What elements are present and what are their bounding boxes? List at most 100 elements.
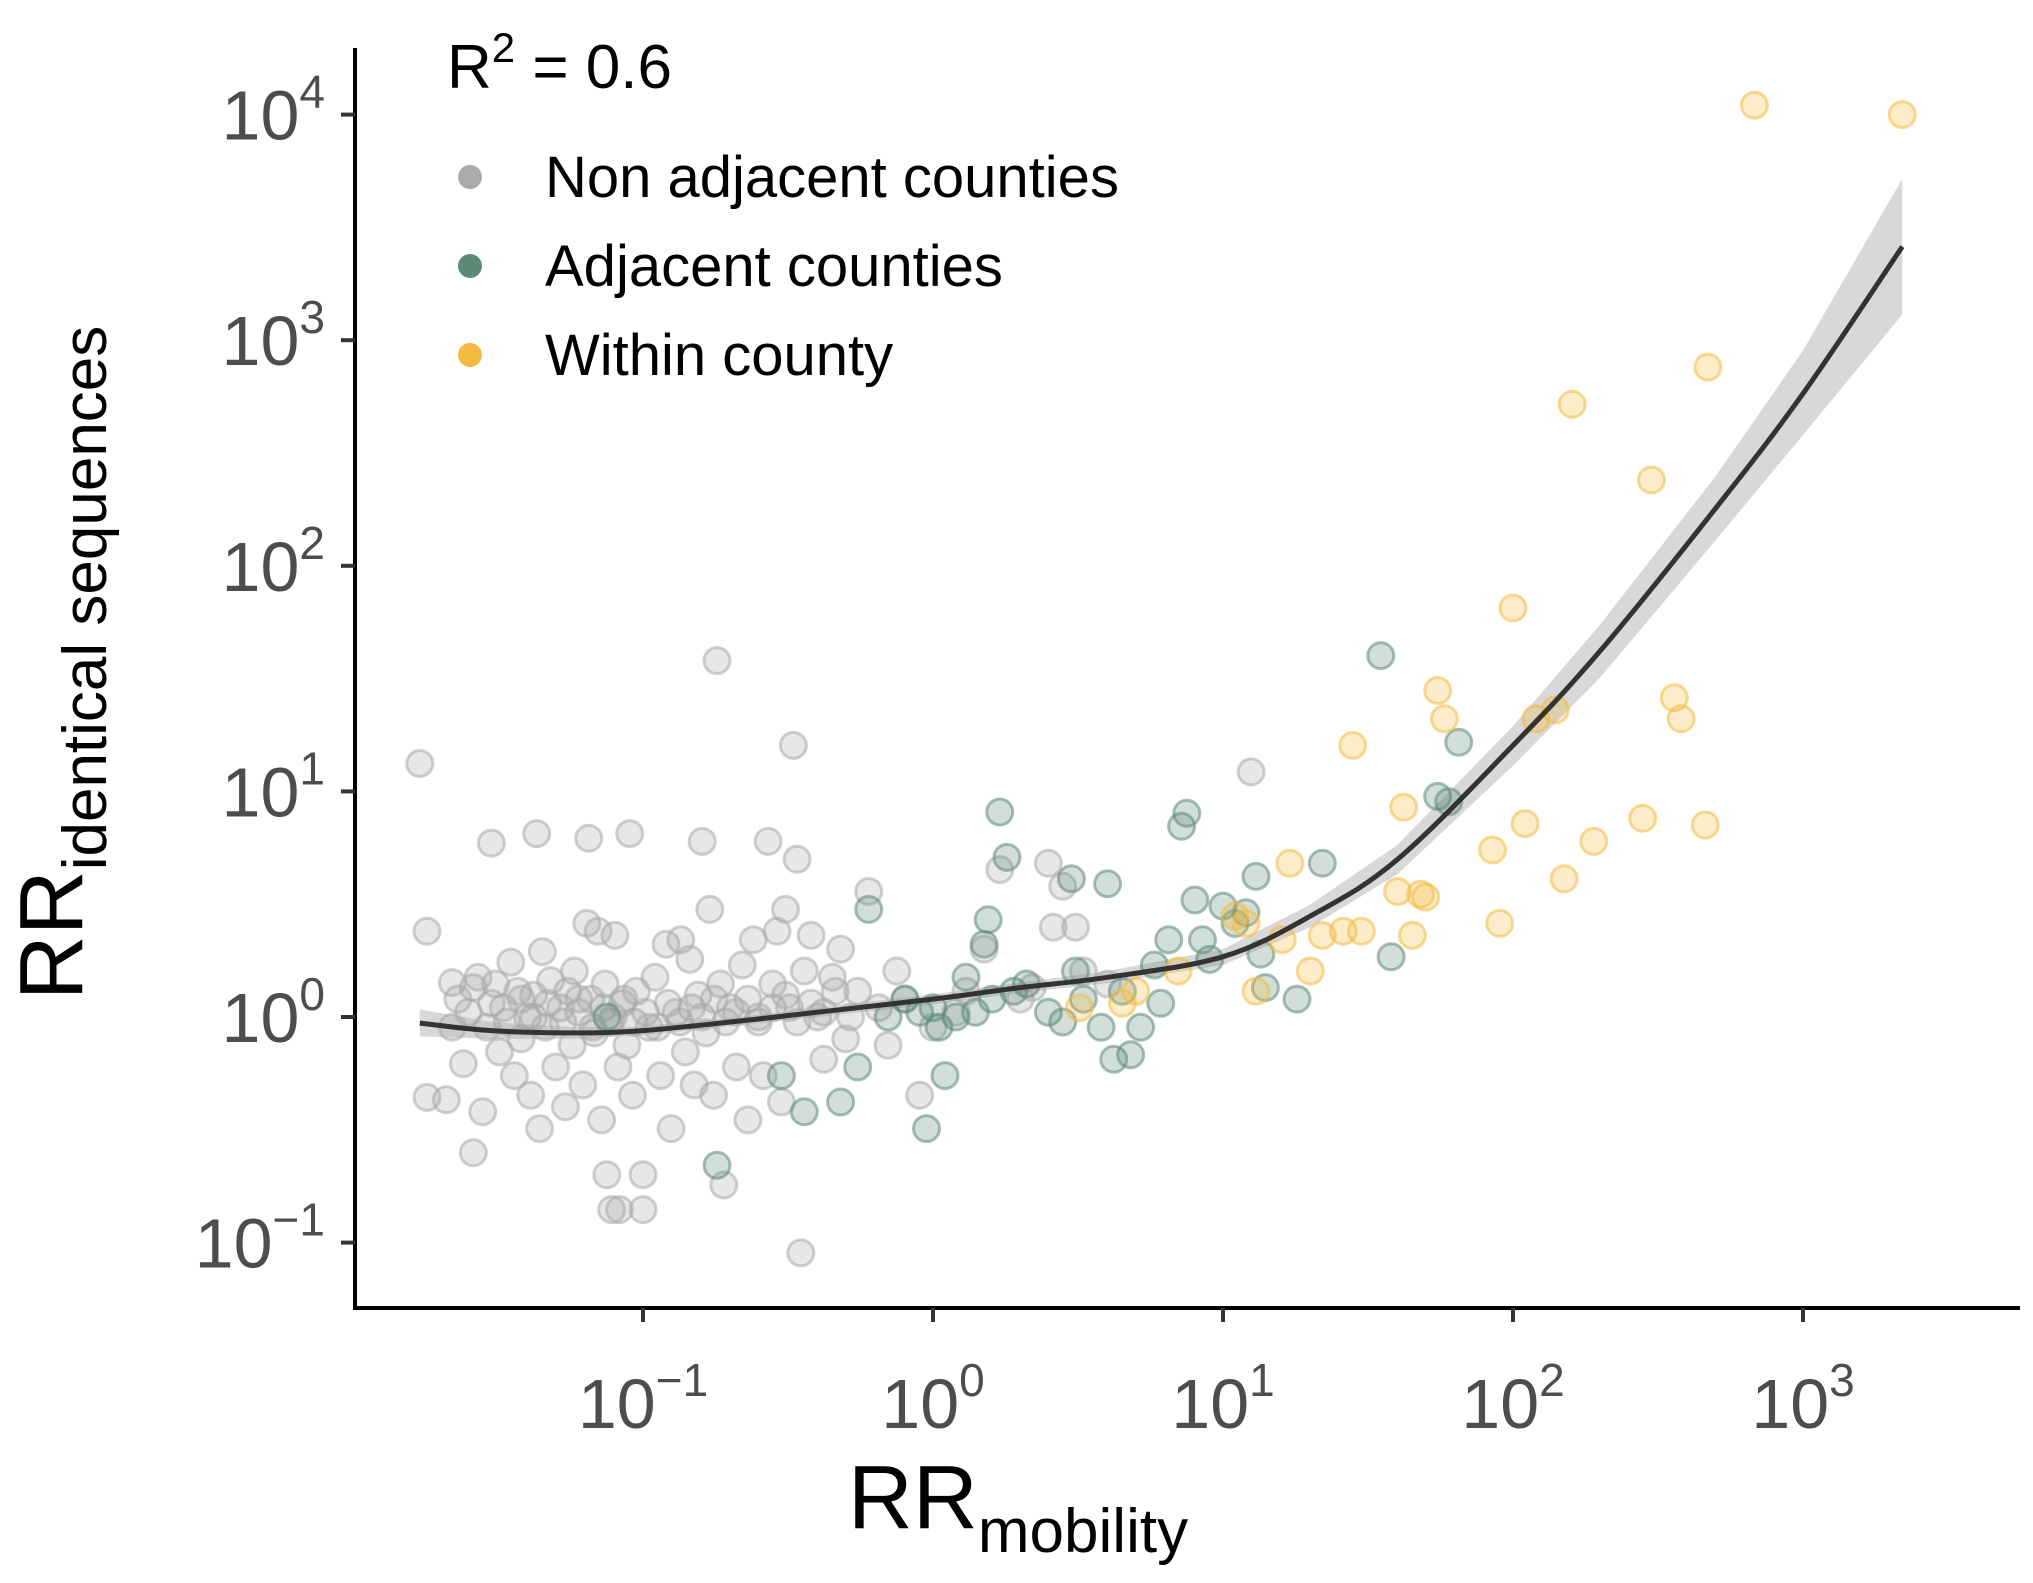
point-non-adjacent-counties (843, 976, 873, 1006)
point-within-county (1628, 803, 1658, 833)
point-adjacent-counties (789, 1097, 819, 1127)
point-within-county (1579, 826, 1609, 856)
point-within-county (1241, 976, 1271, 1006)
point-non-adjacent-counties (771, 894, 800, 924)
point-within-county (1338, 730, 1368, 760)
point-within-county (1397, 920, 1427, 950)
r-squared-sup: 2 (492, 24, 515, 71)
point-adjacent-counties (1116, 1040, 1146, 1070)
x-axis-title: RRmobility (848, 1448, 1188, 1566)
point-adjacent-counties (1033, 997, 1063, 1027)
y-tick-base: 10 (222, 528, 300, 606)
point-non-adjacent-counties (721, 1052, 751, 1082)
point-adjacent-counties (992, 842, 1022, 872)
point-non-adjacent-counties (771, 980, 800, 1010)
point-within-county (1121, 976, 1151, 1006)
point-within-county (1307, 920, 1337, 950)
y-tick-base: 10 (222, 979, 300, 1057)
point-non-adjacent-counties (431, 1085, 461, 1115)
point-non-adjacent-counties (809, 1044, 839, 1074)
point-non-adjacent-counties (605, 1195, 634, 1225)
point-non-adjacent-counties (405, 749, 435, 778)
x-tick-exponent: 0 (959, 1354, 985, 1406)
point-adjacent-counties (854, 894, 884, 924)
point-non-adjacent-counties (727, 950, 757, 980)
legend-label-within-county: Within county (545, 323, 893, 388)
point-within-county (1557, 389, 1587, 419)
x-tick-base: 10 (1461, 1365, 1539, 1443)
point-non-adjacent-counties (458, 973, 488, 1003)
point-non-adjacent-counties (476, 828, 506, 858)
point-non-adjacent-counties (564, 984, 594, 1014)
y-tick-base: 10 (222, 753, 300, 831)
point-within-county (1498, 593, 1528, 623)
y-tick-base: 10 (222, 302, 300, 380)
point-non-adjacent-counties (905, 1080, 935, 1110)
point-adjacent-counties (1086, 1012, 1116, 1042)
point-non-adjacent-counties (628, 1195, 658, 1225)
y-tick-label: 103 (222, 291, 325, 380)
point-non-adjacent-counties (1033, 848, 1063, 878)
point-non-adjacent-counties (640, 962, 670, 992)
point-non-adjacent-counties (628, 1160, 658, 1190)
point-adjacent-counties (1220, 908, 1250, 938)
point-non-adjacent-counties (733, 1105, 763, 1135)
point-within-county (1540, 695, 1570, 725)
point-non-adjacent-counties (592, 1160, 622, 1190)
point-non-adjacent-counties (590, 969, 620, 999)
point-non-adjacent-counties (778, 730, 808, 760)
point-non-adjacent-counties (550, 1092, 580, 1122)
point-adjacent-counties (951, 962, 981, 992)
point-adjacent-counties (1366, 641, 1396, 671)
x-axis-title-sub: mobility (978, 1497, 1188, 1566)
x-tick-label: 101 (1171, 1354, 1274, 1443)
legend-label-adjacent: Adjacent counties (545, 234, 1003, 299)
trend-line-layer (419, 245, 1905, 1036)
y-tick-label: 102 (222, 517, 325, 606)
point-non-adjacent-counties (753, 826, 783, 856)
point-adjacent-counties (1099, 1044, 1129, 1074)
point-within-county (1739, 90, 1769, 120)
point-adjacent-counties (592, 1002, 622, 1032)
x-tick-base: 10 (1751, 1365, 1829, 1443)
x-tick-exponent: 1 (1249, 1354, 1275, 1406)
point-within-county (1666, 704, 1696, 734)
legend-dot-within-county (458, 343, 482, 367)
point-adjacent-counties (1126, 1012, 1156, 1042)
legend: Non adjacent counties Adjacent counties … (458, 145, 1119, 388)
point-adjacent-counties (826, 1087, 856, 1117)
point-non-adjacent-counties (831, 1024, 861, 1054)
point-non-adjacent-counties (525, 1114, 555, 1144)
point-within-county (1690, 810, 1720, 840)
point-non-adjacent-counties (796, 920, 826, 950)
point-adjacent-counties (1282, 984, 1312, 1014)
point-adjacent-counties (973, 905, 1003, 935)
point-adjacent-counties (1376, 942, 1406, 972)
r-squared-main: R (447, 33, 492, 102)
point-non-adjacent-counties (559, 956, 589, 986)
x-tick-label: 10−1 (578, 1354, 708, 1443)
y-tick-base: 10 (195, 1205, 273, 1283)
y-tick-label: 10−1 (195, 1194, 325, 1283)
point-non-adjacent-counties (786, 1238, 816, 1268)
point-non-adjacent-counties (738, 925, 768, 955)
point-within-county (1510, 809, 1540, 839)
point-adjacent-counties (1231, 898, 1261, 928)
point-non-adjacent-counties (597, 1195, 627, 1225)
y-tick-label: 100 (222, 968, 325, 1057)
x-tick-label: 100 (881, 1354, 984, 1443)
point-within-county (1887, 100, 1917, 130)
point-adjacent-counties (1444, 727, 1474, 757)
point-adjacent-counties (985, 797, 1015, 827)
confidence-band (419, 178, 1903, 1039)
point-adjacent-counties (1180, 885, 1210, 915)
point-non-adjacent-counties (516, 1080, 546, 1110)
point-non-adjacent-counties (568, 1070, 598, 1100)
trend-line (419, 245, 1905, 1036)
point-non-adjacent-counties (583, 916, 613, 946)
point-non-adjacent-counties (412, 916, 442, 946)
point-adjacent-counties (1146, 988, 1176, 1018)
point-within-county (1346, 916, 1376, 946)
point-non-adjacent-counties (587, 1105, 617, 1135)
point-adjacent-counties (1241, 861, 1271, 891)
